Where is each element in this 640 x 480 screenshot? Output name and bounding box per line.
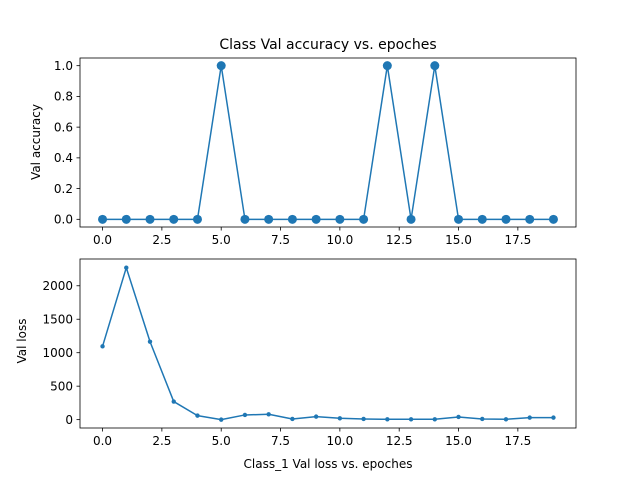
loss-data-point bbox=[385, 417, 390, 422]
accuracy-data-point bbox=[335, 214, 345, 224]
loss-y-tick-label: 500 bbox=[50, 379, 73, 393]
accuracy-data-point bbox=[454, 214, 464, 224]
accuracy-data-point bbox=[501, 214, 511, 224]
accuracy-data-point bbox=[477, 214, 487, 224]
loss-data-point bbox=[432, 417, 437, 422]
loss-y-axis-label: Val loss bbox=[15, 319, 29, 364]
accuracy-x-tick-label: 0.0 bbox=[93, 233, 112, 247]
accuracy-plot-frame bbox=[79, 57, 577, 228]
loss-data-point bbox=[361, 416, 366, 422]
loss-y-tick-label: 0 bbox=[65, 413, 73, 427]
accuracy-y-tick-label: 0.4 bbox=[54, 151, 73, 165]
loss-data-point bbox=[290, 416, 295, 422]
accuracy-data-point bbox=[382, 61, 392, 71]
accuracy-ticks: 0.0 2.5 5.0 7.5 10.0 12.5 15.0 17.5 0.0 0.2 0.4 0.6… bbox=[54, 59, 531, 247]
loss-y-tick-label: 1500 bbox=[42, 313, 73, 327]
accuracy-data-point bbox=[406, 214, 416, 224]
loss-x-axis-label: Class_1 Val loss vs. epoches bbox=[244, 457, 413, 471]
loss-y-tick-label: 2000 bbox=[42, 279, 73, 293]
accuracy-data-point bbox=[525, 214, 535, 224]
accuracy-chart-title: Class Val accuracy vs. epoches bbox=[219, 37, 436, 53]
loss-y-tick-label: 1000 bbox=[42, 346, 73, 360]
loss-data-point bbox=[100, 344, 105, 349]
accuracy-data-point bbox=[264, 214, 274, 224]
loss-data-point bbox=[195, 413, 200, 418]
loss-data-point bbox=[503, 417, 509, 422]
loss-series bbox=[100, 265, 556, 422]
loss-ticks: 0.0 2.5 5.0 7.5 10.0 12.5 15.0 17.5 0 500 1000 1500… bbox=[42, 279, 531, 448]
loss-data-point bbox=[337, 416, 343, 421]
loss-data-point bbox=[408, 417, 414, 422]
accuracy-data-point bbox=[216, 61, 226, 71]
loss-data-point bbox=[171, 399, 176, 404]
loss-data-point bbox=[147, 339, 153, 344]
loss-series-line bbox=[101, 266, 554, 421]
loss-data-point bbox=[219, 417, 224, 422]
accuracy-data-point bbox=[359, 214, 369, 224]
loss-data-point bbox=[480, 416, 485, 422]
loss-x-tick-label: 15.0 bbox=[445, 434, 472, 448]
loss-data-point bbox=[527, 415, 532, 420]
loss-data-point bbox=[456, 414, 461, 420]
loss-x-tick-label: 12.5 bbox=[386, 434, 413, 448]
accuracy-data-point bbox=[287, 214, 297, 224]
loss-x-tick-label: 17.5 bbox=[504, 434, 531, 448]
accuracy-x-tick-label: 17.5 bbox=[504, 233, 531, 247]
loss-x-tick-label: 2.5 bbox=[152, 434, 171, 448]
accuracy-data-point bbox=[192, 214, 202, 224]
loss-data-point bbox=[266, 412, 271, 417]
loss-x-tick-label: 5.0 bbox=[212, 434, 231, 448]
accuracy-x-tick-label: 5.0 bbox=[212, 233, 231, 247]
accuracy-subplot: Class Val accuracy vs. epoches Val accur… bbox=[29, 37, 577, 247]
accuracy-data-point bbox=[98, 214, 108, 224]
accuracy-y-tick-label: 0.8 bbox=[54, 90, 73, 104]
loss-x-tick-label: 10.0 bbox=[327, 434, 354, 448]
accuracy-data-point bbox=[121, 214, 131, 224]
loss-x-tick-label: 0.0 bbox=[93, 434, 112, 448]
accuracy-data-point bbox=[548, 214, 558, 224]
accuracy-series bbox=[98, 61, 558, 224]
loss-data-point bbox=[124, 265, 129, 270]
accuracy-y-tick-label: 1.0 bbox=[54, 59, 73, 73]
loss-data-point bbox=[242, 412, 248, 418]
accuracy-y-tick-label: 0.2 bbox=[54, 182, 73, 196]
accuracy-data-point bbox=[145, 214, 155, 224]
accuracy-x-tick-label: 2.5 bbox=[152, 233, 171, 247]
loss-x-tick-label: 7.5 bbox=[271, 434, 290, 448]
accuracy-data-point bbox=[169, 214, 179, 224]
accuracy-y-tick-label: 0.0 bbox=[54, 213, 73, 227]
loss-data-point bbox=[551, 415, 556, 420]
loss-subplot: Val loss Class_1 Val loss vs. epoches 0.… bbox=[15, 258, 577, 471]
accuracy-data-point bbox=[311, 214, 321, 224]
loss-plot-frame bbox=[79, 258, 577, 429]
accuracy-x-tick-label: 12.5 bbox=[386, 233, 413, 247]
accuracy-x-tick-label: 7.5 bbox=[271, 233, 290, 247]
accuracy-y-axis-label: Val accuracy bbox=[29, 104, 43, 180]
loss-data-point bbox=[313, 414, 319, 419]
accuracy-data-point bbox=[430, 61, 440, 71]
accuracy-data-point bbox=[240, 214, 250, 224]
accuracy-y-tick-label: 0.6 bbox=[54, 120, 73, 134]
accuracy-x-tick-label: 15.0 bbox=[445, 233, 472, 247]
accuracy-x-tick-label: 10.0 bbox=[327, 233, 354, 247]
